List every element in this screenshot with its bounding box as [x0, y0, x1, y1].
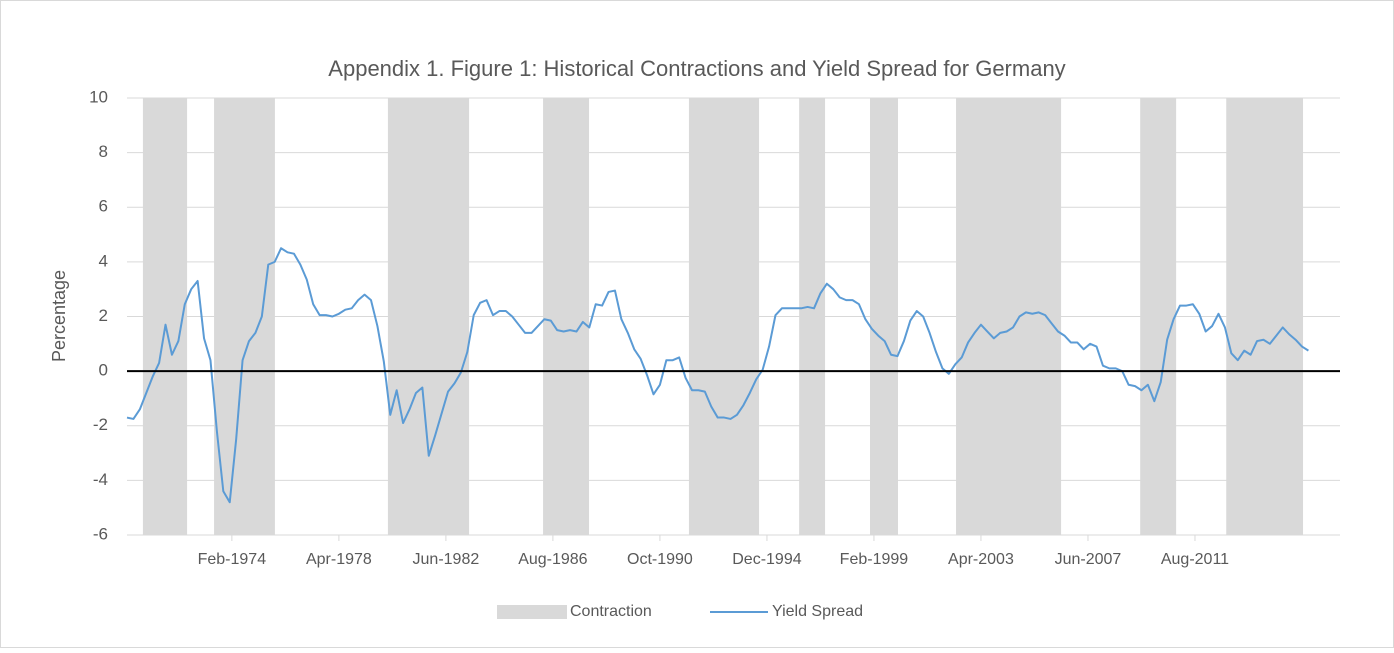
x-tick-label: Jun-2007 [1055, 551, 1122, 568]
y-tick-label: 10 [89, 87, 108, 106]
x-tick-label: Feb-1974 [198, 551, 267, 568]
x-tick-label: Apr-2003 [948, 551, 1014, 568]
yield-spread-line [126, 247, 1309, 504]
y-tick-label: 8 [99, 142, 108, 161]
y-tick-label: 0 [99, 361, 108, 380]
legend-label: Yield Spread [772, 603, 863, 620]
legend-label: Contraction [570, 603, 652, 620]
x-tick-label: Jun-1982 [413, 551, 480, 568]
x-tick-label: Feb-1999 [840, 551, 909, 568]
y-axis-label: Percentage [49, 270, 69, 362]
y-tick-label: 2 [99, 306, 108, 325]
x-tick-label: Oct-1990 [627, 551, 693, 568]
x-tick-label: Aug-1986 [518, 551, 587, 568]
y-tick-label: 6 [99, 197, 108, 216]
y-tick-label: -2 [93, 415, 108, 434]
y-tick-label: -6 [93, 524, 108, 543]
y-tick-label: 4 [99, 251, 108, 270]
x-tick-label: Apr-1978 [306, 551, 372, 568]
x-tick-label: Dec-1994 [732, 551, 801, 568]
y-tick-label: -4 [93, 470, 108, 489]
legend-swatch [497, 605, 567, 619]
chart-title: Appendix 1. Figure 1: Historical Contrac… [328, 56, 1065, 81]
x-tick-label: Aug-2011 [1161, 551, 1229, 568]
